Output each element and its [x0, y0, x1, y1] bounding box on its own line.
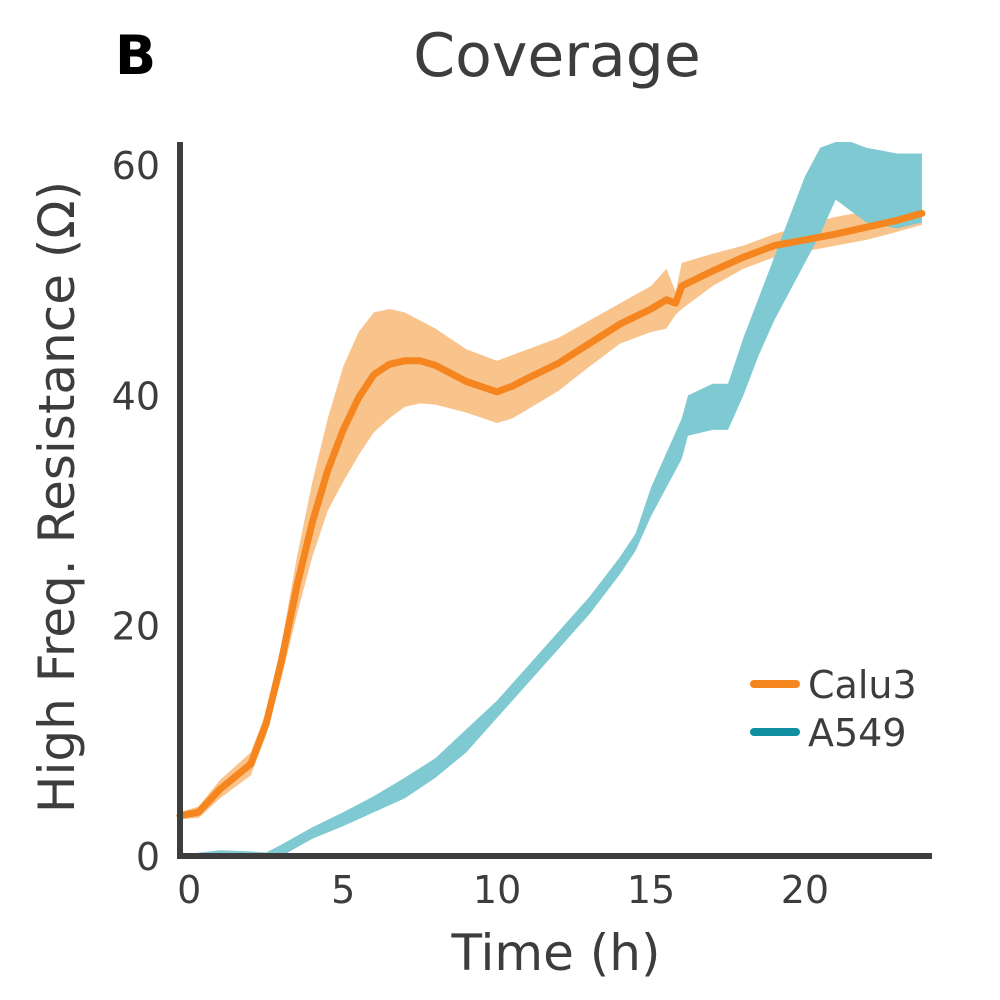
y-axis-label: High Freq. Resistance (Ω)	[28, 181, 86, 813]
confidence-bands	[180, 142, 922, 856]
x-axis-label: Time (h)	[451, 924, 661, 982]
y-tick-label: 40	[112, 374, 160, 418]
panel-label: B	[115, 24, 156, 87]
y-tick-label: 60	[112, 144, 160, 188]
y-tick-label: 20	[112, 605, 160, 649]
y-tick-labels: 0 20 40 60	[112, 144, 160, 879]
x-tick-label: 0	[177, 868, 201, 912]
legend-label-calu3: Calu3	[808, 663, 917, 707]
x-tick-label: 5	[331, 868, 355, 912]
series-lines	[176, 209, 926, 820]
calu3-confidence-band	[180, 199, 922, 820]
legend-label-a549: A549	[808, 711, 907, 755]
x-tick-label: 10	[473, 868, 521, 912]
chart-title: Coverage	[413, 21, 700, 91]
calu3-mean-line	[176, 209, 926, 820]
y-tick-label: 0	[136, 835, 160, 879]
x-tick-label: 15	[627, 868, 675, 912]
x-tick-labels: 0 5 10 15 20	[177, 868, 829, 912]
x-tick-label: 20	[781, 868, 829, 912]
